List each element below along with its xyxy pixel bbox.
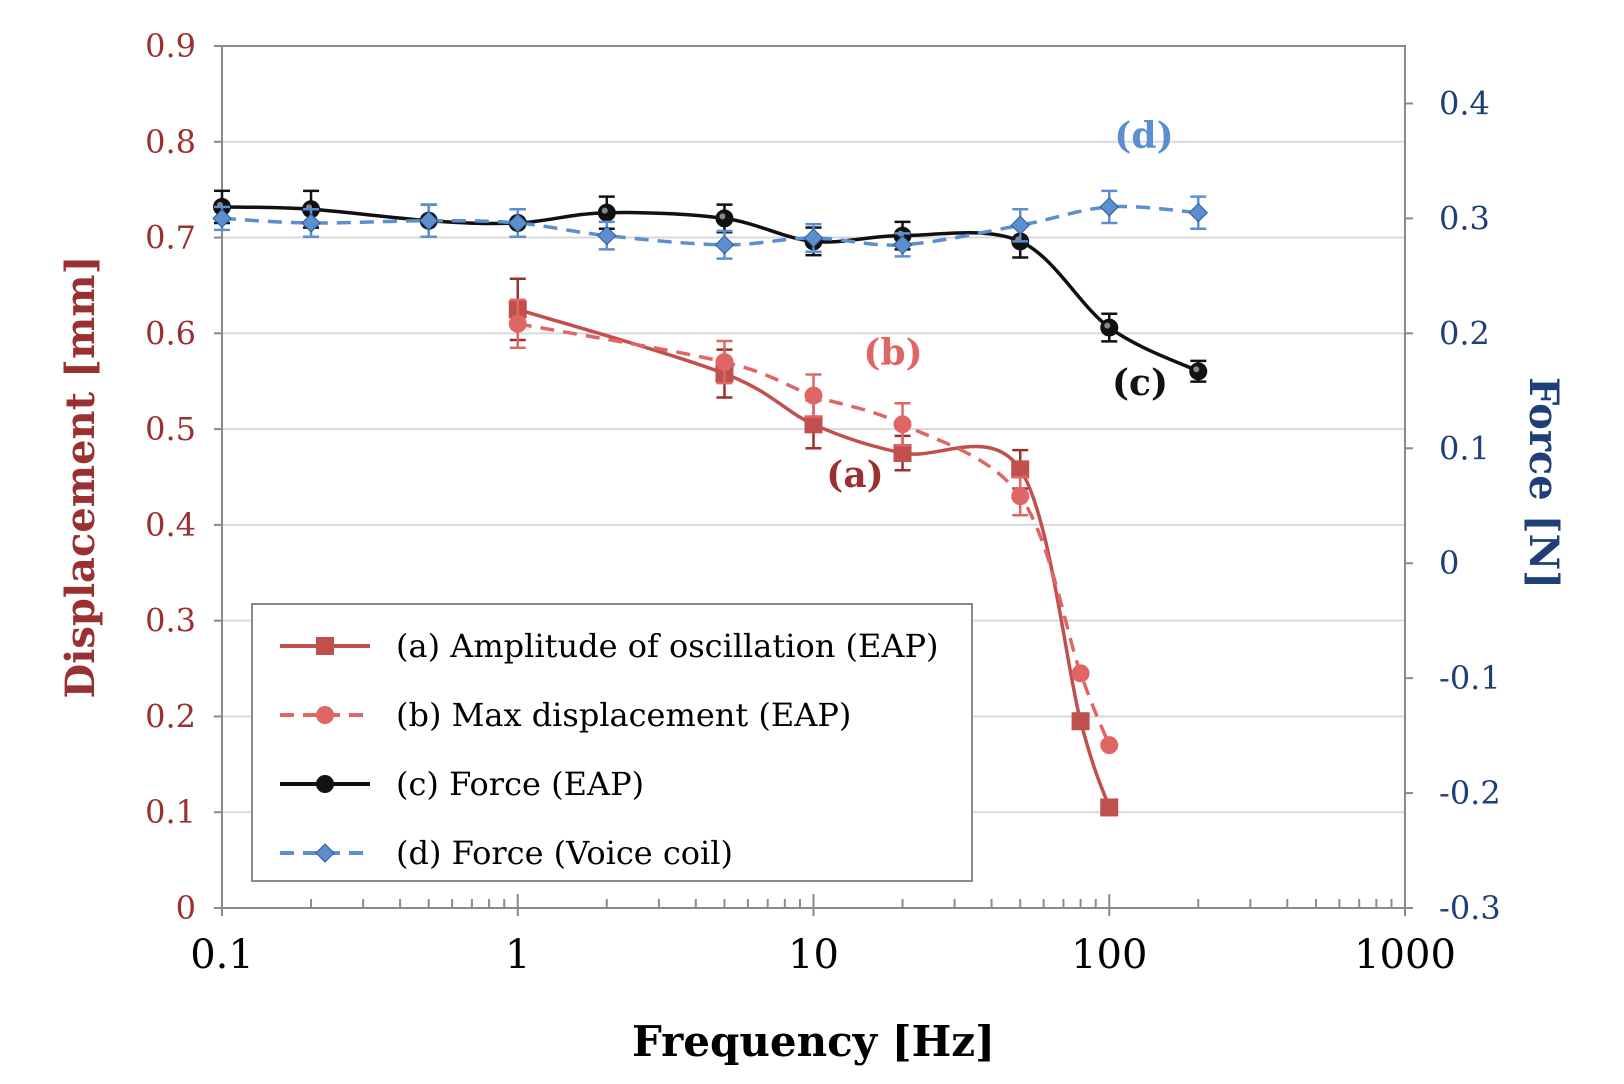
series-c xyxy=(213,189,1208,383)
ticks-layer xyxy=(214,45,1413,916)
data-point xyxy=(597,225,617,246)
data-point xyxy=(804,386,823,405)
y-right-axis-title: Force [N] xyxy=(1520,377,1567,589)
data-point xyxy=(1100,736,1119,755)
x-axis-title: Frequency [Hz] xyxy=(632,1017,995,1066)
data-point xyxy=(714,235,735,255)
y-left-tick-label: 0.5 xyxy=(145,410,196,448)
y-left-tick-label: 0.4 xyxy=(145,506,196,544)
legend-label: (a) Amplitude of oscillation (EAP) xyxy=(396,627,938,665)
data-point-highlight xyxy=(719,213,726,220)
y-right-tick-label: 0.1 xyxy=(1439,429,1490,467)
y-right-tick-label: -0.1 xyxy=(1439,659,1501,697)
y-left-tick-label: 0.1 xyxy=(145,793,196,831)
y-right-tick-label: -0.2 xyxy=(1439,774,1501,812)
data-point xyxy=(1099,197,1119,217)
series-a xyxy=(508,277,1119,817)
legend-swatch-marker xyxy=(316,637,334,655)
data-point xyxy=(1071,712,1090,731)
data-point xyxy=(508,213,528,233)
data-point xyxy=(893,415,912,434)
series-annotation-b: (b) xyxy=(863,332,922,374)
series-d xyxy=(212,189,1208,260)
y-right-tick-label: 0 xyxy=(1439,544,1459,582)
data-point xyxy=(1011,487,1030,506)
series-annotation-a: (a) xyxy=(826,454,883,496)
series-line xyxy=(221,205,1200,373)
x-tick-label: 100 xyxy=(1071,932,1147,978)
legend-swatch-marker xyxy=(316,775,334,793)
legend-label: (c) Force (EAP) xyxy=(396,765,644,803)
data-point xyxy=(1010,215,1030,236)
data-point xyxy=(1188,202,1208,223)
data-point xyxy=(803,228,824,248)
data-point-highlight xyxy=(1104,322,1111,329)
legend-swatch-marker xyxy=(315,843,335,863)
y-left-tick-label: 0.2 xyxy=(145,697,196,735)
y-left-axis-title: Displacement [mm] xyxy=(57,255,104,698)
legend-swatch-marker xyxy=(316,706,334,724)
y-left-tick-label: 0 xyxy=(176,889,196,927)
data-point xyxy=(301,213,321,233)
data-point xyxy=(419,210,439,231)
legend-label: (d) Force (Voice coil) xyxy=(396,834,733,872)
data-point xyxy=(1011,460,1030,479)
data-point xyxy=(1071,664,1090,683)
y-left-tick-label: 0.8 xyxy=(145,123,196,161)
series-line xyxy=(221,204,1199,247)
data-point-highlight xyxy=(601,207,608,214)
series-annotation-d: (d) xyxy=(1114,115,1173,157)
y-right-tick-label: 0.3 xyxy=(1439,199,1490,237)
y-right-tick-label: 0.2 xyxy=(1439,314,1490,352)
y-left-tick-label: 0.9 xyxy=(145,27,196,65)
x-tick-label: 10 xyxy=(788,932,839,978)
series-layer xyxy=(212,189,1208,817)
series-annotation-c: (c) xyxy=(1112,362,1168,404)
y-right-tick-label: 0.4 xyxy=(1439,84,1490,122)
data-point-highlight xyxy=(1193,366,1200,373)
y-left-tick-label: 0.7 xyxy=(145,219,196,257)
y-right-tick-label: -0.3 xyxy=(1439,889,1501,927)
data-point xyxy=(804,415,823,434)
data-point xyxy=(508,314,527,333)
x-tick-label: 0.1 xyxy=(190,932,254,978)
labels-layer: 0 0.1 0.2 0.3 0.4 0.5 0.6 0.7 0.8 0.9 -0.3 -0.2 -0.1… xyxy=(57,27,1567,1066)
data-point xyxy=(893,444,912,463)
data-point xyxy=(1100,798,1119,817)
data-point xyxy=(892,235,913,255)
x-tick-label: 1 xyxy=(505,932,530,978)
series-b xyxy=(508,298,1119,755)
data-point xyxy=(715,353,734,372)
legend: (a) Amplitude of oscillation (EAP) (b) Ma… xyxy=(251,603,973,882)
legend-label: (b) Max displacement (EAP) xyxy=(396,696,851,734)
legend-box xyxy=(251,603,973,882)
y-left-tick-label: 0.6 xyxy=(145,314,196,352)
x-tick-label: 1000 xyxy=(1354,932,1456,978)
y-left-tick-label: 0.3 xyxy=(145,602,196,640)
data-point xyxy=(212,208,232,229)
